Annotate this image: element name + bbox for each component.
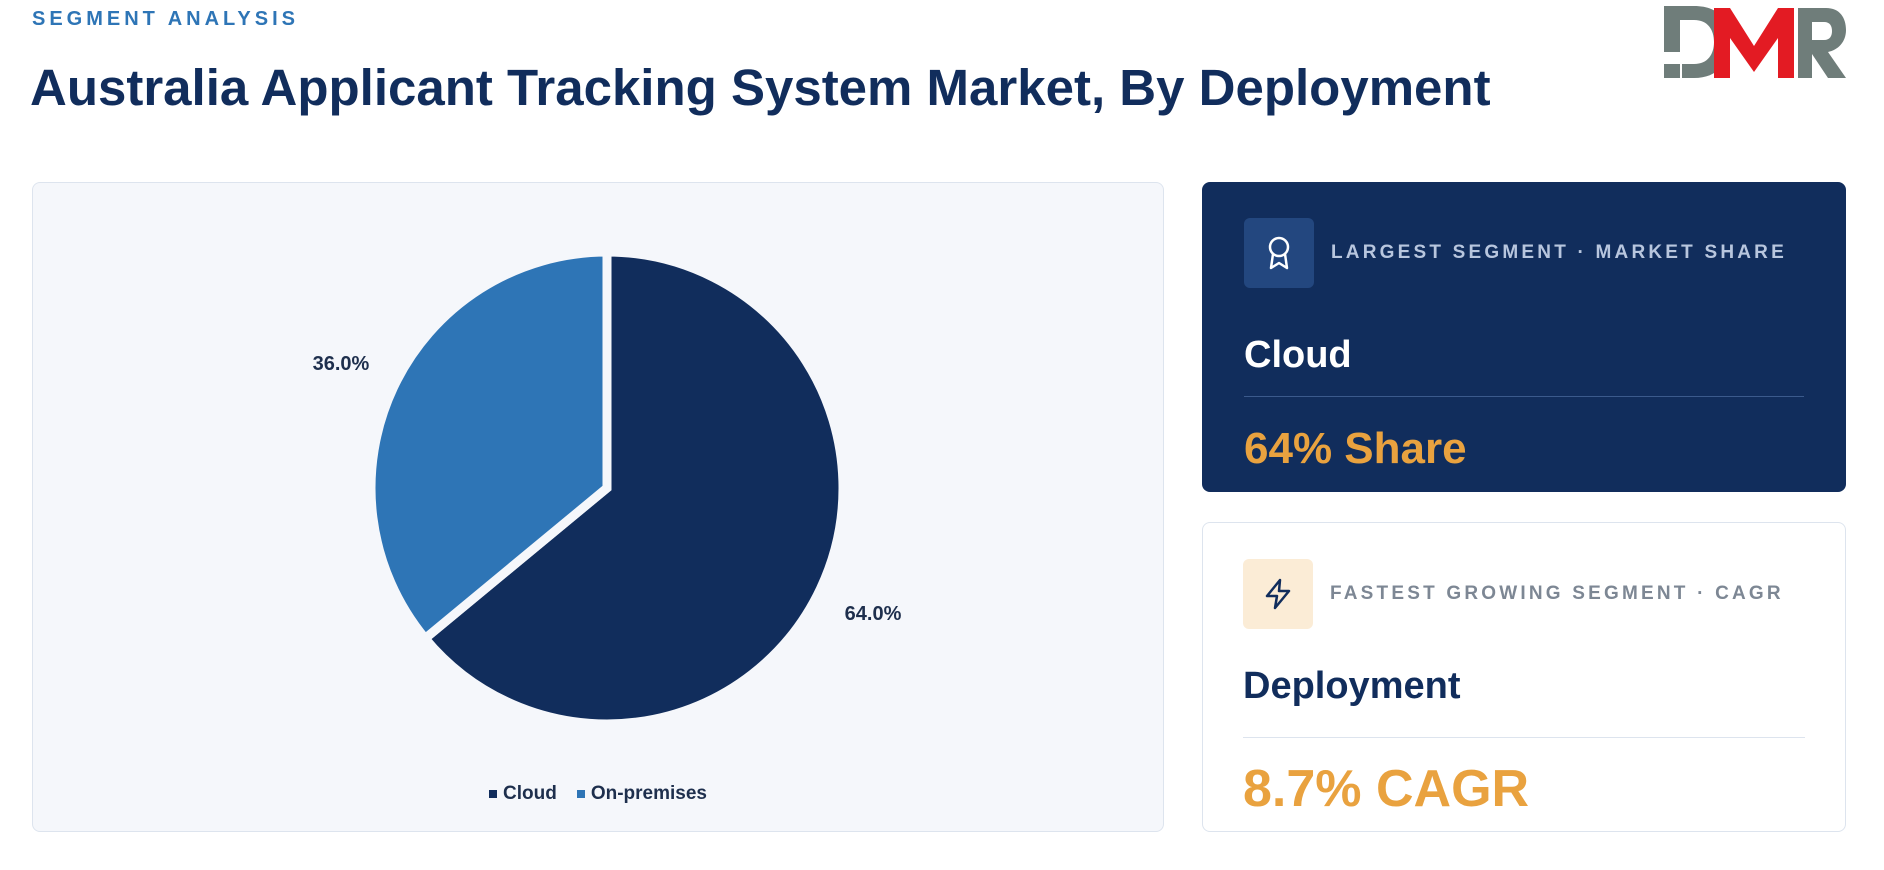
pie-label-on-premises: 36.0% <box>313 353 370 375</box>
legend-label-cloud: Cloud <box>503 783 557 804</box>
pie-slice-cloud <box>418 247 848 729</box>
page-title: Australia Applicant Tracking System Mark… <box>30 59 1491 116</box>
pie-slice-on-premises <box>366 247 612 645</box>
card-divider <box>1244 396 1804 397</box>
fastest-growing-name: Deployment <box>1243 665 1461 707</box>
chart-legend: Cloud On-premises <box>33 783 1163 805</box>
fastest-growing-value: 8.7% CAGR <box>1243 760 1530 818</box>
chart-panel: 64.0% 36.0% Cloud On-premises <box>32 182 1164 832</box>
dmr-logo <box>1664 6 1846 78</box>
legend-swatch-on-premises <box>576 790 585 798</box>
pie-label-cloud: 64.0% <box>845 603 902 625</box>
largest-segment-value: 64% Share <box>1244 424 1467 473</box>
largest-segment-tag: LARGEST SEGMENT · MARKET SHARE <box>1331 242 1787 263</box>
largest-segment-card: LARGEST SEGMENT · MARKET SHARE Cloud 64%… <box>1202 182 1846 492</box>
award-ribbon-icon <box>1244 218 1314 288</box>
lightning-bolt-icon <box>1243 559 1313 629</box>
fastest-growing-card: FASTEST GROWING SEGMENT · CAGR Deploymen… <box>1202 522 1846 832</box>
largest-segment-name: Cloud <box>1244 334 1352 376</box>
card-divider <box>1243 737 1805 738</box>
legend-label-on-premises: On-premises <box>590 783 707 804</box>
segment-eyebrow: SEGMENT ANALYSIS <box>32 8 299 30</box>
fastest-growing-tag: FASTEST GROWING SEGMENT · CAGR <box>1330 583 1784 604</box>
pie-chart: 64.0% 36.0% <box>313 247 902 729</box>
legend-item-cloud: Cloud <box>489 783 557 805</box>
legend-item-on-premises: On-premises <box>576 783 707 805</box>
legend-swatch-cloud <box>489 790 497 798</box>
